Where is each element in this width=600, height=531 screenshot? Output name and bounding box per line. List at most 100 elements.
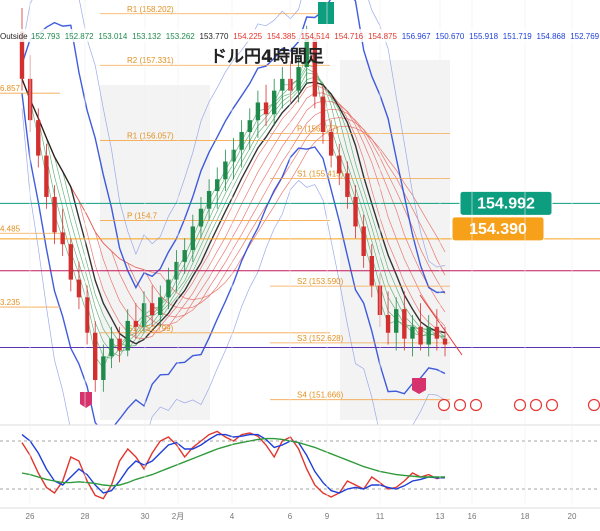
candle-body [361, 226, 366, 256]
strip-value: 150.670 [435, 32, 464, 41]
candle-body [247, 120, 252, 132]
strip-value: 154.716 [334, 32, 363, 41]
pivot-label: R1 (156.057) [127, 131, 174, 140]
candle-body [198, 208, 204, 227]
oscillator-pane [0, 424, 600, 505]
candle-body [158, 297, 163, 316]
x-tick-label: 28 [81, 512, 90, 521]
strip-bg [0, 29, 600, 42]
event-icon [545, 398, 559, 412]
green-ma-line [21, 76, 446, 347]
pivot-label: S1 (155.415) [297, 169, 344, 178]
strip-value: 153.262 [166, 32, 195, 41]
candle-body [304, 37, 309, 68]
left-level-label: 3.235 [0, 298, 21, 307]
candle-body [76, 279, 82, 298]
candle-body [442, 338, 448, 345]
red-ma-line [21, 78, 446, 300]
bollinger-lower [21, 93, 446, 433]
candle-body [141, 303, 147, 327]
left-level-label: 4.485 [0, 224, 21, 233]
candle-body [174, 261, 179, 280]
event-icons [437, 398, 600, 412]
indicator-values-strip: Outside 152.793 152.872 153.014 153.132 153.2… [0, 29, 600, 42]
candle-body [393, 309, 399, 333]
candle-body [101, 356, 106, 380]
candle-body [149, 303, 155, 316]
event-icon [513, 398, 527, 412]
strip-value: 153.014 [98, 32, 127, 41]
candle-body [312, 37, 318, 97]
candle-body [328, 131, 334, 156]
strip-value: 156.967 [402, 32, 431, 41]
oscillator-series [21, 437, 445, 487]
oscillator-series [21, 433, 445, 494]
price-tag-box [451, 216, 545, 242]
candle-body [68, 244, 74, 280]
candle-body [190, 226, 196, 251]
candle-body [44, 155, 49, 197]
session-shade [340, 60, 450, 420]
strip-value: 154.868 [537, 32, 566, 41]
x-tick-label: 6 [288, 512, 293, 521]
candle-body [84, 297, 90, 333]
candle-body [263, 102, 269, 115]
event-icon [437, 398, 451, 412]
candle-body [19, 31, 25, 79]
strip-value: 153.770 [200, 32, 229, 41]
candle-body [296, 67, 301, 91]
strip-value: 153.132 [132, 32, 161, 41]
x-tick-label: 18 [521, 512, 530, 521]
chart-title: ドル円4時間足 [210, 46, 324, 67]
candle-body [369, 255, 374, 286]
price-tag-label: 154.390 [469, 221, 527, 238]
pivot-label: R2 (157.331) [127, 56, 174, 65]
strip-value: 154.225 [233, 32, 262, 41]
candle-body [271, 90, 277, 115]
event-icon [453, 398, 467, 412]
x-tick-label: 13 [436, 512, 445, 521]
bollinger-upper [21, 0, 446, 294]
x-tick-label: 2月 [172, 512, 184, 521]
candle-body [93, 332, 98, 380]
candle-body [255, 102, 261, 121]
strip-value: 154.875 [368, 32, 397, 41]
left-level-label: 6.857 [0, 84, 21, 93]
low-marker [80, 392, 92, 408]
x-tick-label: 9 [325, 512, 330, 521]
oscillator-bg [0, 425, 600, 505]
candle-body [353, 196, 358, 227]
oscillator-series [21, 430, 446, 500]
candle-body [133, 320, 139, 327]
black-ma-line [21, 78, 446, 345]
pivot-levels: R1 (158.202) R2 (157.331) R1 (156.057) P (1… [0, 5, 600, 401]
candle-body [280, 78, 285, 91]
x-tick-label: 30 [141, 512, 150, 521]
candle-body [385, 315, 391, 333]
strip-value: 154.385 [267, 32, 296, 41]
low-marker [412, 378, 426, 394]
candle-body [36, 120, 41, 156]
candle-body [166, 279, 171, 298]
pivot-label: P (154.7 [127, 212, 158, 221]
candle-body [410, 326, 415, 339]
candle-body [109, 338, 114, 357]
candle-body [402, 309, 407, 339]
x-tick-label: 16 [468, 512, 477, 521]
candle-body [117, 338, 122, 351]
pivot-label: S2 (153.590) [297, 277, 344, 286]
x-tick-label: 26 [26, 512, 35, 521]
high-marker [318, 2, 334, 24]
candle-body [125, 320, 130, 351]
pivot-label: P (156.177) [297, 124, 339, 133]
candle-body [223, 161, 228, 180]
strip-value: 154.514 [301, 32, 330, 41]
event-icon [469, 398, 483, 412]
candle-body [231, 149, 236, 162]
candle-body [418, 326, 423, 345]
pivot-label: S1 (152.799) [127, 324, 174, 333]
bollinger-outer-upper [21, 0, 446, 268]
event-icon [529, 398, 543, 412]
